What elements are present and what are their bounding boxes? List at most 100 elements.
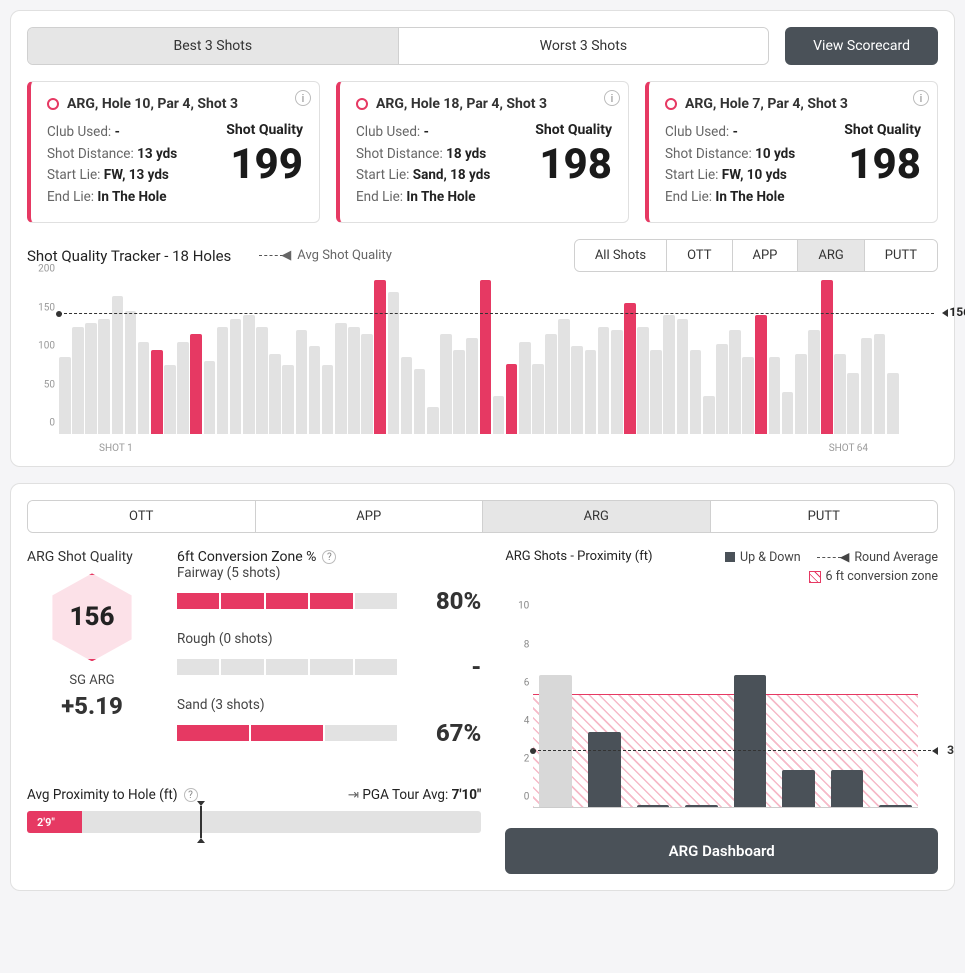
prox-chart-title: ARG Shots - Proximity (ft) bbox=[505, 549, 652, 565]
info-icon[interactable]: i bbox=[913, 90, 929, 106]
shot-card: i ARG, Hole 7, Par 4, Shot 3 Club Used: … bbox=[645, 81, 938, 223]
chart-bar bbox=[690, 350, 702, 435]
chart-bar bbox=[742, 357, 754, 434]
chart-bar bbox=[769, 357, 781, 434]
chart-bar bbox=[571, 346, 583, 435]
card-quality: Shot Quality 198 bbox=[844, 122, 921, 208]
pga-avg-label: PGA Tour Avg: bbox=[362, 787, 451, 803]
help-icon[interactable]: ? bbox=[184, 788, 198, 802]
chart-bar bbox=[138, 342, 150, 434]
conversion-item: Sand (3 shots) 67% bbox=[177, 697, 481, 747]
chart-bar bbox=[348, 327, 360, 435]
chart-bar bbox=[729, 330, 741, 434]
top-panel: Best 3 Shots Worst 3 Shots View Scorecar… bbox=[10, 10, 955, 467]
view-scorecard-button[interactable]: View Scorecard bbox=[785, 27, 938, 65]
top-toolbar: Best 3 Shots Worst 3 Shots View Scorecar… bbox=[27, 27, 938, 65]
shot-cards-row: i ARG, Hole 10, Par 4, Shot 3 Club Used:… bbox=[27, 81, 938, 223]
chart-bar bbox=[217, 327, 229, 435]
proximity-bar: 2'9" bbox=[27, 811, 481, 833]
conversion-pct: 80% bbox=[417, 587, 481, 615]
proximity-marker bbox=[200, 806, 202, 838]
chart-bar bbox=[847, 373, 859, 435]
chart-bar bbox=[453, 350, 465, 435]
cat-tab-putt[interactable]: PUTT bbox=[711, 501, 938, 532]
chart-bar bbox=[545, 334, 557, 434]
sg-arg-value: +5.19 bbox=[27, 692, 157, 720]
chart-bar bbox=[269, 354, 281, 435]
filter-tab-all-shots[interactable]: All Shots bbox=[575, 240, 667, 271]
arg-dashboard-button[interactable]: ARG Dashboard bbox=[505, 828, 938, 874]
sg-arg-label: SG ARG bbox=[27, 673, 157, 688]
cat-tab-arg[interactable]: ARG bbox=[483, 501, 711, 532]
y-axis: 050100150200 bbox=[27, 280, 55, 434]
avg-legend-label: Avg Shot Quality bbox=[297, 248, 392, 263]
tracker-title: Shot Quality Tracker - 18 Holes bbox=[27, 247, 231, 265]
y-axis: 0246810 bbox=[509, 598, 529, 808]
chart-bar bbox=[164, 365, 176, 434]
hex-value: 156 bbox=[48, 573, 136, 661]
shots-segmented-tabs: Best 3 Shots Worst 3 Shots bbox=[27, 27, 769, 65]
chart-bar bbox=[427, 407, 439, 434]
chart-bar bbox=[795, 354, 807, 435]
info-icon[interactable]: i bbox=[604, 90, 620, 106]
chart-bar bbox=[440, 334, 452, 434]
chart-bar bbox=[493, 396, 505, 435]
left-column: ARG Shot Quality 6ft Conversion Zone % ?… bbox=[27, 549, 481, 874]
chart-bar bbox=[588, 732, 621, 808]
chart-bar bbox=[585, 350, 597, 435]
chart-bar bbox=[874, 334, 886, 434]
conversion-label: Fairway (5 shots) bbox=[177, 565, 481, 581]
chart-bar bbox=[72, 327, 84, 435]
cat-tab-app[interactable]: APP bbox=[256, 501, 484, 532]
chart-bar bbox=[887, 373, 899, 435]
chart-bars bbox=[59, 280, 898, 434]
chart-bar bbox=[230, 319, 242, 435]
filter-tab-arg[interactable]: ARG bbox=[798, 240, 864, 271]
chart-bar bbox=[335, 323, 347, 435]
chart-bar bbox=[703, 396, 715, 435]
segment-bar bbox=[177, 659, 397, 675]
filter-tab-ott[interactable]: OTT bbox=[667, 240, 732, 271]
chart-bar bbox=[414, 369, 426, 434]
card-quality: Shot Quality 199 bbox=[226, 122, 303, 208]
chart-bar bbox=[650, 350, 662, 435]
chart-bar bbox=[716, 344, 728, 435]
hatch-icon bbox=[809, 571, 821, 583]
chart-bar bbox=[611, 330, 623, 434]
conv-zone-heading: 6ft Conversion Zone % ? bbox=[177, 549, 336, 565]
card-title: ARG, Hole 7, Par 4, Shot 3 bbox=[685, 96, 848, 112]
help-icon[interactable]: ? bbox=[322, 550, 336, 564]
tab-best-shots[interactable]: Best 3 Shots bbox=[28, 28, 399, 64]
hex-score-col: 156 SG ARG +5.19 bbox=[27, 565, 157, 763]
chart-bar bbox=[663, 315, 675, 434]
chart-bar bbox=[401, 357, 413, 434]
segment-bar bbox=[177, 725, 397, 741]
x-axis: SHOT 1 SHOT 64 bbox=[59, 443, 898, 454]
avg-value-badge: 3 bbox=[947, 743, 954, 757]
legend-round-avg: ◀Round Average bbox=[817, 549, 938, 565]
filter-tab-putt[interactable]: PUTT bbox=[865, 240, 937, 271]
chart-bar bbox=[598, 327, 610, 435]
tab-worst-shots[interactable]: Worst 3 Shots bbox=[399, 28, 769, 64]
filter-tab-app[interactable]: APP bbox=[733, 240, 799, 271]
chart-bar bbox=[519, 342, 531, 434]
chart-bar bbox=[755, 315, 767, 434]
chart-bar bbox=[204, 361, 216, 434]
ring-icon bbox=[47, 98, 59, 110]
cat-tab-ott[interactable]: OTT bbox=[28, 501, 256, 532]
category-tabs: OTTAPPARGPUTT bbox=[27, 500, 938, 533]
dash-line-icon bbox=[259, 255, 283, 256]
ring-icon bbox=[356, 98, 368, 110]
chart-bar bbox=[831, 770, 864, 808]
chart-bar bbox=[539, 675, 572, 809]
ring-icon bbox=[665, 98, 677, 110]
chart-bar bbox=[322, 365, 334, 434]
chart-bar bbox=[466, 338, 478, 434]
chart-bar bbox=[309, 346, 321, 435]
chart-bar bbox=[296, 330, 308, 434]
conversion-list: Fairway (5 shots) 80% Rough (0 shots) - … bbox=[177, 565, 481, 763]
segment-bar bbox=[177, 593, 397, 609]
chart-bar bbox=[506, 364, 518, 435]
conversion-item: Rough (0 shots) - bbox=[177, 631, 481, 681]
info-icon[interactable]: i bbox=[295, 90, 311, 106]
